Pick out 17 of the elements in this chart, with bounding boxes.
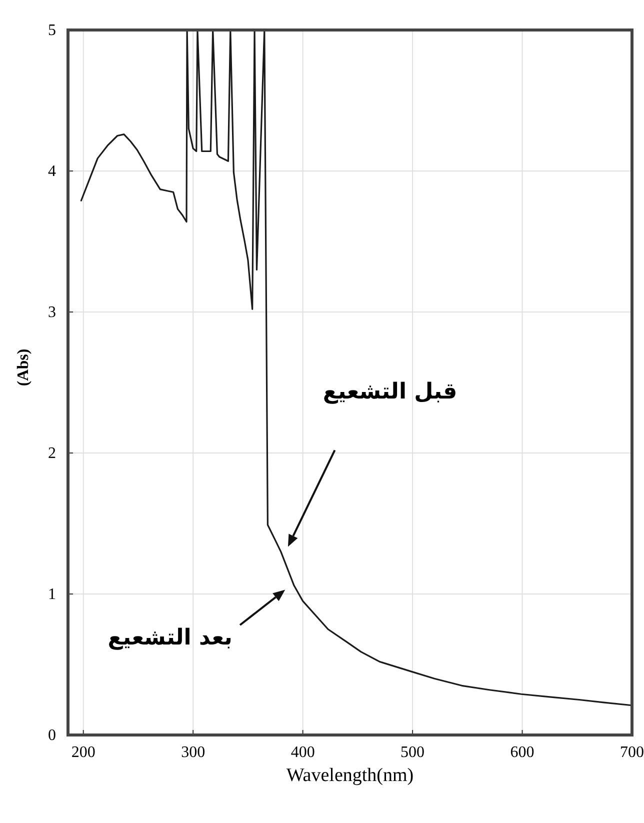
annotation: بعد التشعيع bbox=[108, 625, 232, 650]
y-tick-label: 1 bbox=[48, 586, 56, 603]
annotation: قبل التشعيع bbox=[322, 379, 458, 404]
y-tick-label: 4 bbox=[48, 163, 56, 180]
y-tick-label: 0 bbox=[48, 727, 56, 744]
x-tick-label: 700 bbox=[620, 744, 644, 761]
x-tick-label: 500 bbox=[400, 744, 425, 761]
x-tick-label: 600 bbox=[510, 744, 534, 761]
y-tick-label: 3 bbox=[48, 304, 56, 321]
x-tick-label: 300 bbox=[181, 744, 206, 761]
y-tick-label: 5 bbox=[48, 22, 56, 39]
x-axis-title: Wavelength(nm) bbox=[286, 765, 414, 786]
y-axis-title: (Abs) bbox=[15, 348, 32, 386]
y-tick-label: 2 bbox=[48, 445, 56, 462]
line-series bbox=[80, 29, 633, 706]
x-tick-label: 200 bbox=[71, 744, 96, 761]
x-tick-label: 400 bbox=[290, 744, 315, 761]
